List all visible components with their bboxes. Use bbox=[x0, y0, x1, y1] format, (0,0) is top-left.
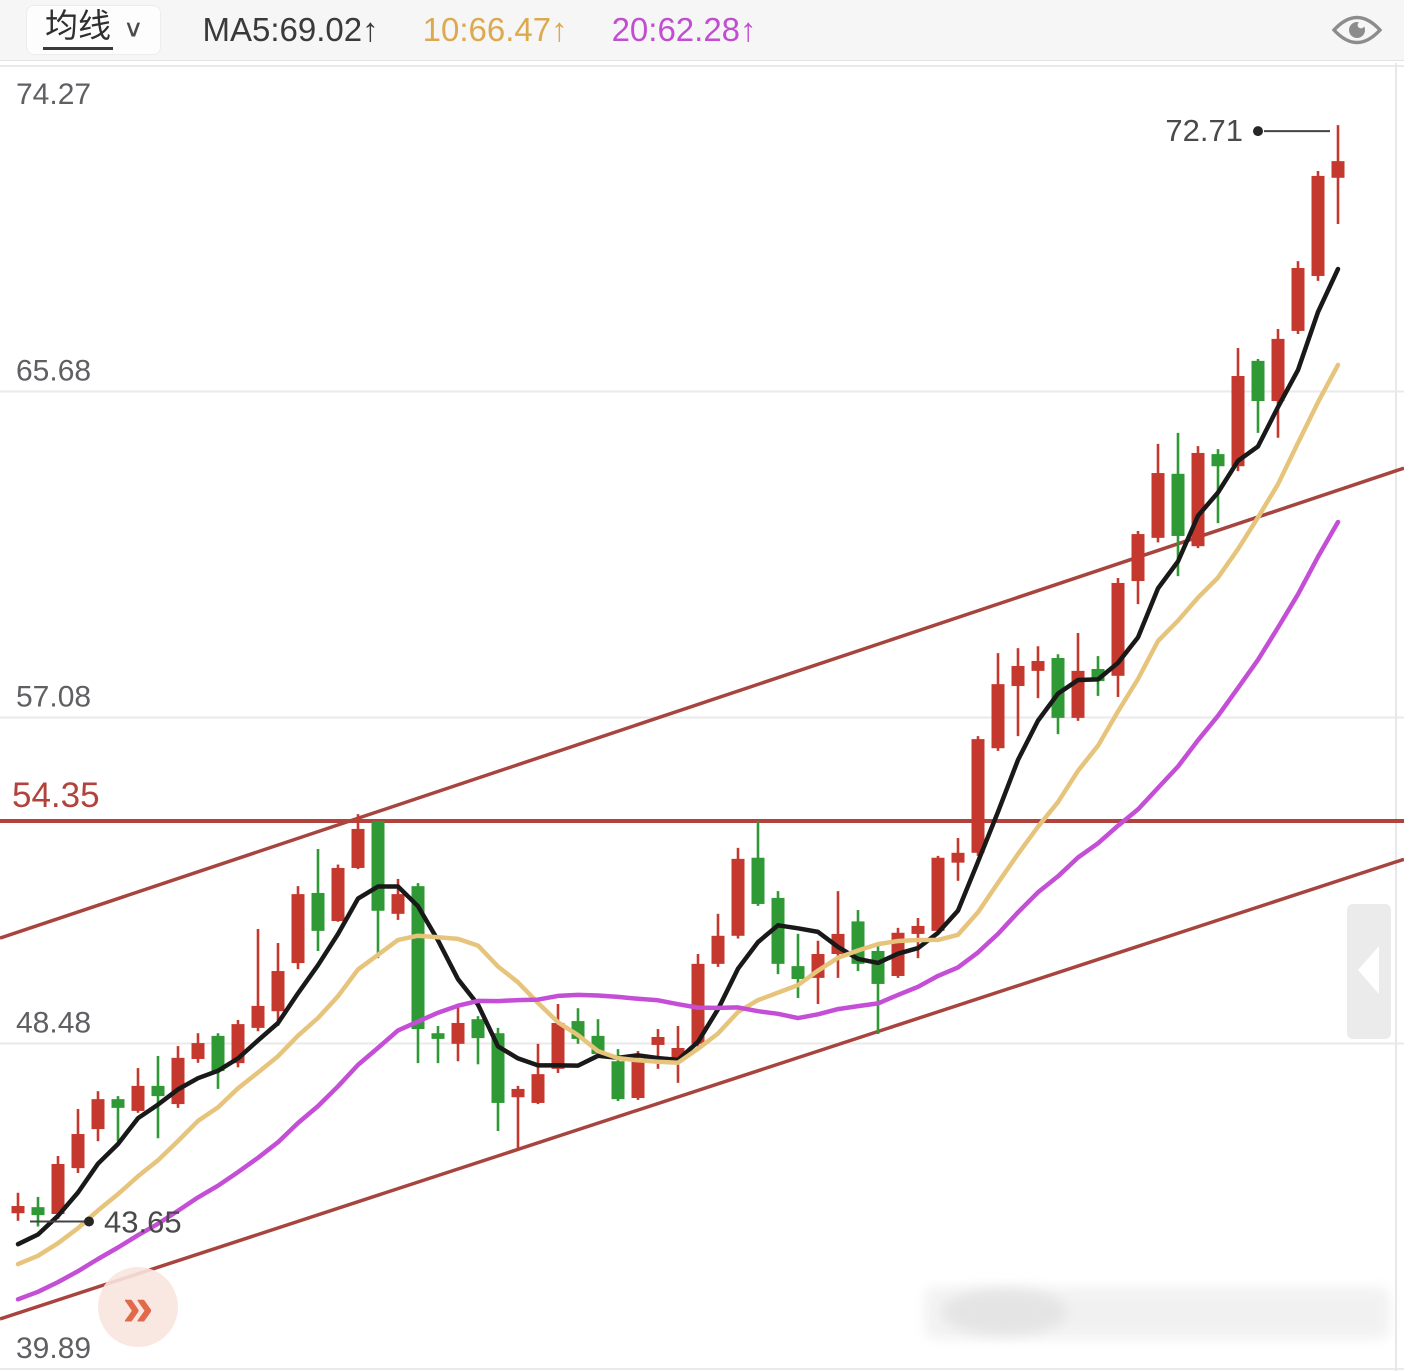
axis-label: 74.27 bbox=[16, 78, 91, 111]
candle bbox=[711, 913, 725, 967]
candle bbox=[311, 849, 325, 951]
ma-readout: MA5:69.02↑ 10:66.47↑ 20:62.28↑ bbox=[203, 11, 757, 49]
candle bbox=[731, 847, 745, 939]
price-axis-labels: 74.27 65.68 57.08 48.48 39.89 54.35 bbox=[12, 78, 100, 1365]
grid-lines bbox=[0, 63, 1404, 1371]
candle bbox=[1071, 632, 1085, 721]
ma-selector-button[interactable]: 均线 ∨ bbox=[26, 5, 161, 55]
indicator-toolbar: 均线 ∨ MA5:69.02↑ 10:66.47↑ 20:62.28↑ bbox=[0, 0, 1404, 61]
candle bbox=[431, 1026, 445, 1064]
resistance-label: 54.35 bbox=[12, 776, 100, 815]
channel-lower-line bbox=[0, 857, 1404, 1321]
candle bbox=[751, 820, 765, 906]
candle bbox=[1231, 347, 1245, 472]
candle bbox=[1311, 170, 1325, 281]
candle bbox=[51, 1156, 65, 1219]
candle bbox=[471, 1016, 485, 1065]
high-annotation: 72.71 bbox=[1165, 113, 1330, 148]
candle bbox=[1331, 125, 1345, 225]
watermark bbox=[925, 1287, 1390, 1339]
axis-label: 48.48 bbox=[16, 1006, 91, 1039]
candle bbox=[771, 891, 785, 975]
low-annotation: 43.65 bbox=[30, 1204, 182, 1239]
candle bbox=[691, 953, 705, 1047]
ma5-value: MA5:69.02↑ bbox=[202, 11, 379, 48]
candle bbox=[11, 1192, 25, 1221]
ma10-value: 10:66.47↑ bbox=[422, 11, 568, 48]
panel-collapse-handle[interactable] bbox=[1347, 904, 1391, 1039]
candle bbox=[211, 1033, 225, 1089]
candle bbox=[191, 1033, 205, 1063]
ma-selector-label: 均线 bbox=[43, 8, 113, 50]
candle bbox=[271, 943, 285, 1027]
candle bbox=[91, 1091, 105, 1142]
candle bbox=[971, 736, 985, 856]
candle bbox=[831, 891, 845, 978]
eye-icon[interactable] bbox=[1330, 12, 1384, 48]
candle bbox=[451, 1004, 465, 1062]
candle bbox=[871, 943, 885, 1034]
candle bbox=[71, 1109, 85, 1174]
ma10-line bbox=[15, 362, 1341, 1267]
chevron-down-icon: ∨ bbox=[123, 15, 144, 43]
low-marker-dot bbox=[84, 1216, 94, 1227]
axis-label: 65.68 bbox=[16, 355, 91, 388]
axis-label: 57.08 bbox=[16, 681, 91, 714]
ma5-line bbox=[15, 266, 1341, 1247]
candle bbox=[551, 1004, 565, 1074]
candle bbox=[1111, 578, 1125, 698]
candle bbox=[111, 1096, 125, 1142]
candle bbox=[1271, 329, 1285, 438]
candle bbox=[531, 1043, 545, 1105]
candle bbox=[671, 1026, 685, 1083]
fast-forward-glyph: » bbox=[122, 1274, 153, 1337]
candle bbox=[331, 864, 345, 922]
axis-label: 39.89 bbox=[16, 1332, 91, 1365]
candle bbox=[151, 1055, 165, 1139]
candle bbox=[951, 838, 965, 881]
candle bbox=[291, 886, 305, 970]
channel-upper-line bbox=[0, 466, 1404, 940]
candle bbox=[411, 883, 425, 1064]
fast-forward-button[interactable]: » bbox=[98, 1267, 178, 1347]
candle bbox=[931, 855, 945, 933]
candle bbox=[171, 1046, 185, 1108]
candle bbox=[351, 814, 365, 870]
candle bbox=[1291, 261, 1305, 334]
candle bbox=[511, 1085, 525, 1149]
ma20-value: 20:62.28↑ bbox=[611, 11, 757, 48]
trend-channel bbox=[0, 466, 1404, 1321]
candle bbox=[1031, 646, 1045, 699]
candle bbox=[1011, 648, 1025, 737]
collapse-left-triangle-icon bbox=[1358, 946, 1379, 994]
ma20-line bbox=[15, 519, 1341, 1302]
candle bbox=[1171, 432, 1185, 577]
candle bbox=[1251, 358, 1265, 433]
candle bbox=[251, 928, 265, 1032]
candle bbox=[1151, 443, 1165, 543]
high-marker-dot bbox=[1253, 126, 1263, 137]
high-price-label: 72.71 bbox=[1165, 113, 1243, 148]
candle bbox=[991, 653, 1005, 751]
price-chart[interactable]: 74.27 65.68 57.08 48.48 39.89 54.35 72.71 43.65… bbox=[0, 61, 1404, 1371]
low-price-label: 43.65 bbox=[104, 1204, 182, 1239]
candle bbox=[1211, 449, 1225, 524]
candle bbox=[1131, 531, 1145, 605]
candle bbox=[1191, 446, 1205, 549]
candle bbox=[131, 1068, 145, 1113]
candles bbox=[11, 125, 1345, 1227]
